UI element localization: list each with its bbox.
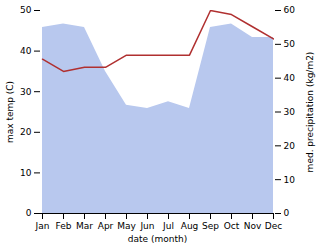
svg-text:20: 20 bbox=[20, 127, 32, 137]
svg-text:med. precipitation (kg/m2): med. precipitation (kg/m2) bbox=[305, 52, 315, 173]
svg-text:Sep: Sep bbox=[202, 221, 219, 231]
svg-text:10: 10 bbox=[20, 168, 32, 178]
svg-text:20: 20 bbox=[284, 141, 296, 151]
svg-text:Feb: Feb bbox=[56, 221, 72, 231]
svg-text:Aug: Aug bbox=[181, 221, 199, 231]
svg-text:May: May bbox=[117, 221, 136, 231]
svg-text:30: 30 bbox=[284, 107, 296, 117]
svg-text:max temp (C): max temp (C) bbox=[5, 81, 15, 143]
svg-text:Oct: Oct bbox=[224, 221, 240, 231]
svg-text:Mar: Mar bbox=[76, 221, 93, 231]
svg-text:date (month): date (month) bbox=[128, 234, 187, 244]
svg-text:Apr: Apr bbox=[98, 221, 114, 231]
svg-text:30: 30 bbox=[20, 87, 32, 97]
svg-text:50: 50 bbox=[284, 39, 296, 49]
svg-text:60: 60 bbox=[284, 5, 296, 15]
svg-text:0: 0 bbox=[284, 208, 290, 218]
svg-text:40: 40 bbox=[284, 73, 296, 83]
svg-text:50: 50 bbox=[20, 5, 32, 15]
svg-text:40: 40 bbox=[20, 46, 32, 56]
svg-text:10: 10 bbox=[284, 175, 296, 185]
svg-text:Jan: Jan bbox=[35, 221, 50, 231]
svg-text:Dec: Dec bbox=[265, 221, 282, 231]
svg-text:Jul: Jul bbox=[162, 221, 174, 231]
svg-text:0: 0 bbox=[26, 208, 32, 218]
svg-text:Nov: Nov bbox=[244, 221, 262, 231]
svg-text:Jun: Jun bbox=[139, 221, 154, 231]
